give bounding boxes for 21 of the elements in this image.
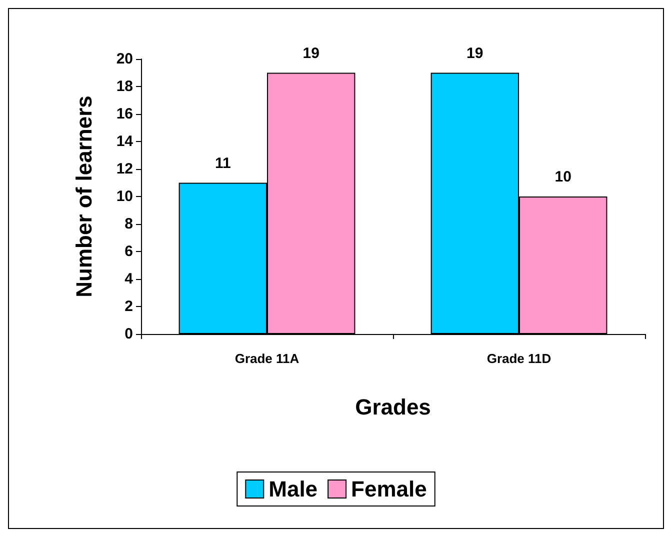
legend-label: Female: [351, 476, 427, 502]
legend-label: Male: [268, 476, 318, 502]
y-tick-label: 6: [124, 243, 133, 260]
data-label: 10: [554, 168, 572, 186]
y-tick-label: 18: [116, 78, 133, 95]
y-tick-label: 12: [116, 160, 133, 178]
y-tick-label: 8: [124, 216, 133, 232]
y-tick-label: 20: [116, 50, 133, 68]
x-tick-label: Grade 11D: [486, 351, 552, 366]
y-tick-label: 0: [124, 326, 133, 342]
y-tick-label: 10: [116, 188, 133, 205]
y-tick-label: 4: [124, 270, 134, 288]
x-axis-title: Grades: [355, 394, 431, 420]
data-label: 11: [214, 154, 231, 172]
y-axis-title: Number of learners: [72, 96, 96, 298]
data-label: 19: [302, 44, 320, 62]
data-label: 19: [466, 44, 484, 62]
y-tick-label: 14: [116, 133, 134, 150]
x-tick-label: Grade 11A: [234, 351, 300, 366]
y-tick-label: 16: [116, 106, 133, 122]
y-tick-label: 2: [124, 298, 133, 315]
